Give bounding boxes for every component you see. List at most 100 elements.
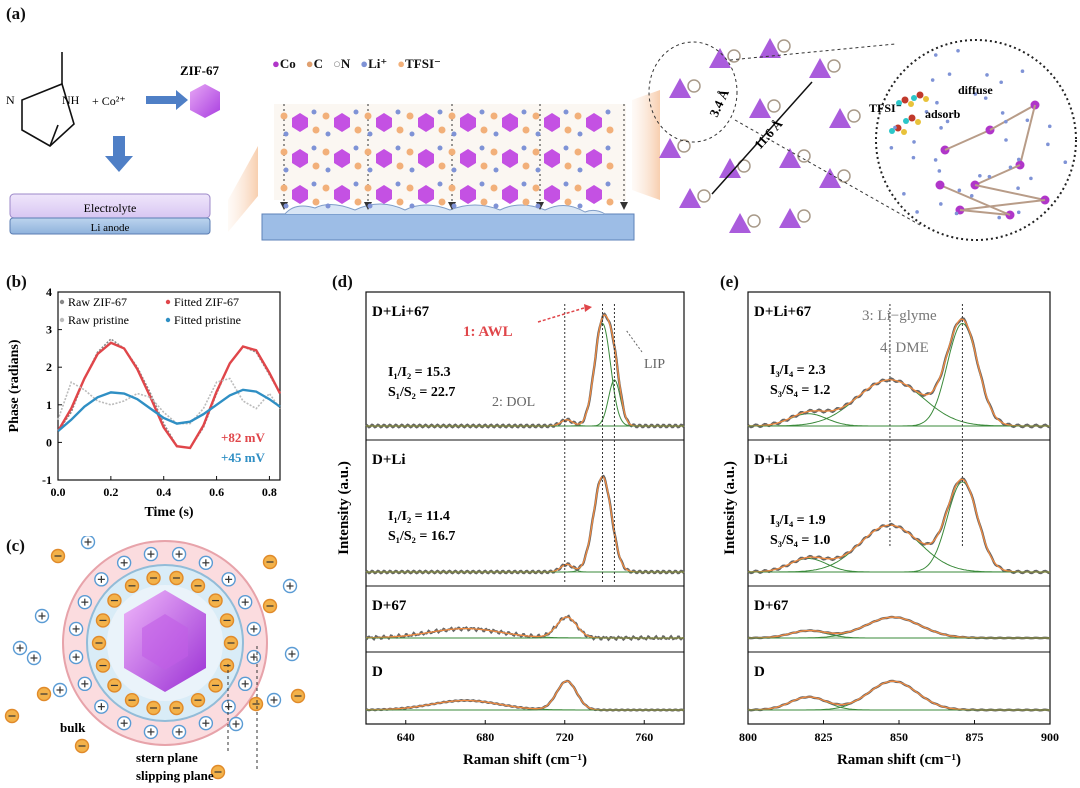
li-ion (889, 145, 894, 150)
y-tick-label: 4 (46, 285, 52, 299)
li-ion (493, 203, 499, 209)
zoom-beam-right (632, 90, 660, 200)
tfsi-ion (364, 184, 372, 192)
co-tetrahedron (829, 108, 851, 128)
zif-unit (544, 113, 560, 132)
x-tick-label: 0.0 (51, 485, 66, 499)
panel-label-a: (a) (6, 4, 26, 23)
li-ion (535, 203, 541, 209)
li-ion (937, 169, 942, 173)
li-ion (367, 131, 373, 137)
li-ion (479, 145, 485, 151)
tfsi-ion (522, 162, 530, 170)
x-tick-label: 680 (476, 730, 494, 744)
zif-unit (460, 185, 476, 204)
zoom-beam-left (228, 146, 258, 232)
tfsi-ion (312, 126, 320, 134)
stern-plane-label: stern plane (136, 750, 198, 765)
zif-unit (418, 185, 434, 204)
anode-substrate (261, 213, 635, 241)
y-axis-label: Intensity (a.u.) (336, 461, 352, 555)
tfsi-atom (894, 124, 902, 132)
li-ion (933, 53, 938, 57)
raw-spectrum (365, 679, 685, 712)
li-ion (1000, 111, 1005, 115)
pore-large-label: 11.6 Å (751, 116, 786, 152)
y-tick-label: 0 (46, 435, 52, 449)
panel-label-b: (b) (6, 272, 27, 291)
li-ion (563, 181, 569, 187)
li-ion (535, 131, 541, 137)
y-tick-label: 2 (46, 360, 52, 374)
x-tick-label: 0.6 (209, 485, 224, 499)
linker-ring (677, 139, 691, 153)
series-line-fitted-pristine (57, 388, 281, 433)
li-ion (325, 167, 331, 173)
li-ion (563, 145, 569, 151)
tfsi-ion (280, 148, 288, 156)
li-ion (969, 194, 974, 198)
linker-ring (827, 59, 841, 73)
li-ion (577, 167, 583, 173)
subpanel-label: D+Li (754, 452, 788, 468)
li-ion (451, 131, 457, 137)
diffuse-label: diffuse (958, 83, 993, 97)
legend-marker (59, 317, 65, 323)
zif-unit (292, 149, 308, 168)
tfsi-ion (364, 148, 372, 156)
subpanel-label: D+Li+67 (372, 304, 430, 320)
tfsi-ion (396, 126, 404, 134)
li-ion (479, 181, 485, 187)
li-ion (945, 119, 950, 124)
tfsi-ion (480, 126, 488, 134)
li-ion (1016, 157, 1021, 162)
x-tick-label: 850 (890, 730, 908, 744)
fit-envelope (748, 318, 1050, 427)
co-tetrahedron (749, 98, 771, 118)
x-tick-label: 0.2 (103, 485, 118, 499)
tfsi-ion (522, 198, 530, 206)
zif-unit (334, 149, 350, 168)
li-ion (954, 211, 959, 216)
fit-envelope (748, 478, 1050, 573)
li-ion (409, 131, 415, 137)
panel-label-c: (c) (6, 536, 25, 555)
li-ion (409, 167, 415, 173)
tfsi-label: TFSI⁻ (869, 101, 902, 115)
li-ion (521, 109, 527, 115)
zif-unit (292, 185, 308, 204)
tfsi-atom (916, 91, 924, 99)
zif-unit (376, 113, 392, 132)
li-ion (437, 109, 443, 115)
ratio-label: S₃/S₄ = 1.2 (770, 383, 830, 398)
electrolyte-label: Electrolyte (84, 201, 137, 215)
pore-large-dimension (711, 81, 813, 195)
li-ion (1063, 160, 1068, 164)
zif-unit (544, 149, 560, 168)
linker-ring (767, 99, 781, 113)
y-axis-label: Phase (radians) (7, 339, 22, 432)
li-ion (939, 126, 943, 130)
reagent-label: + Co²⁺ (92, 94, 126, 108)
co-tetrahedron (779, 208, 801, 228)
li-ion (311, 145, 317, 151)
li-ion (915, 210, 919, 214)
zif-unit (334, 185, 350, 204)
li-ion (956, 48, 960, 53)
tfsi-ion (564, 162, 572, 170)
flux-arrow-head (620, 202, 628, 210)
legend-label: Raw pristine (68, 313, 129, 327)
deposition-arrow (105, 136, 133, 172)
linker-ring (847, 109, 861, 123)
subpanel-label: D (754, 664, 765, 680)
legend-label: Fitted pristine (174, 313, 241, 327)
x-tick-label: 800 (739, 730, 757, 744)
li-ion (985, 73, 989, 77)
linker-ring (697, 189, 711, 203)
y-tick-label: -1 (42, 473, 52, 487)
li-ion (912, 140, 916, 144)
synthesis-arrow (146, 90, 188, 110)
tfsi-ion (354, 126, 362, 134)
co-tetrahedron (759, 38, 781, 58)
li-ion (999, 80, 1003, 85)
